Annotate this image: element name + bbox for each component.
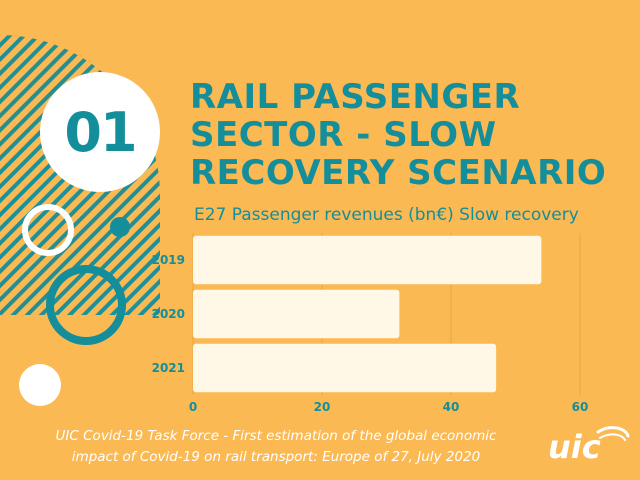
white-dot: [19, 364, 61, 406]
category-label: 2020: [152, 307, 185, 321]
chart-title: E27 Passenger revenues (bn€) Slow recove…: [194, 205, 579, 225]
x-tick-label: 60: [572, 400, 589, 414]
source-note: UIC Covid-19 Task Force - First estimati…: [16, 426, 536, 468]
category-label: 2019: [152, 253, 185, 267]
title-line-3: RECOVERY SCENARIO: [190, 153, 607, 193]
large-teal-ring: [46, 265, 126, 345]
source-line-2: impact of Covid-19 on rail transport: Eu…: [71, 449, 481, 465]
bar: [193, 289, 400, 339]
section-number: 01: [64, 100, 137, 164]
uic-logo: uic: [548, 426, 630, 466]
x-tick-label: 40: [443, 400, 460, 414]
x-tick-label: 0: [189, 400, 197, 414]
x-tick-label: 20: [314, 400, 331, 414]
small-white-ring: [22, 204, 74, 256]
page-title: RAIL PASSENGER SECTOR - SLOW RECOVERY SC…: [190, 78, 630, 192]
uic-logo-text: uic: [548, 428, 601, 466]
category-label: 2021: [152, 361, 185, 375]
section-number-badge: 01: [40, 72, 160, 192]
source-line-1: UIC Covid-19 Task Force - First estimati…: [55, 428, 497, 444]
title-line-1: RAIL PASSENGER: [190, 77, 521, 117]
title-line-2: SECTOR - SLOW: [190, 115, 497, 155]
bar: [193, 235, 542, 285]
teal-dot: [110, 217, 130, 237]
bar: [193, 343, 497, 393]
